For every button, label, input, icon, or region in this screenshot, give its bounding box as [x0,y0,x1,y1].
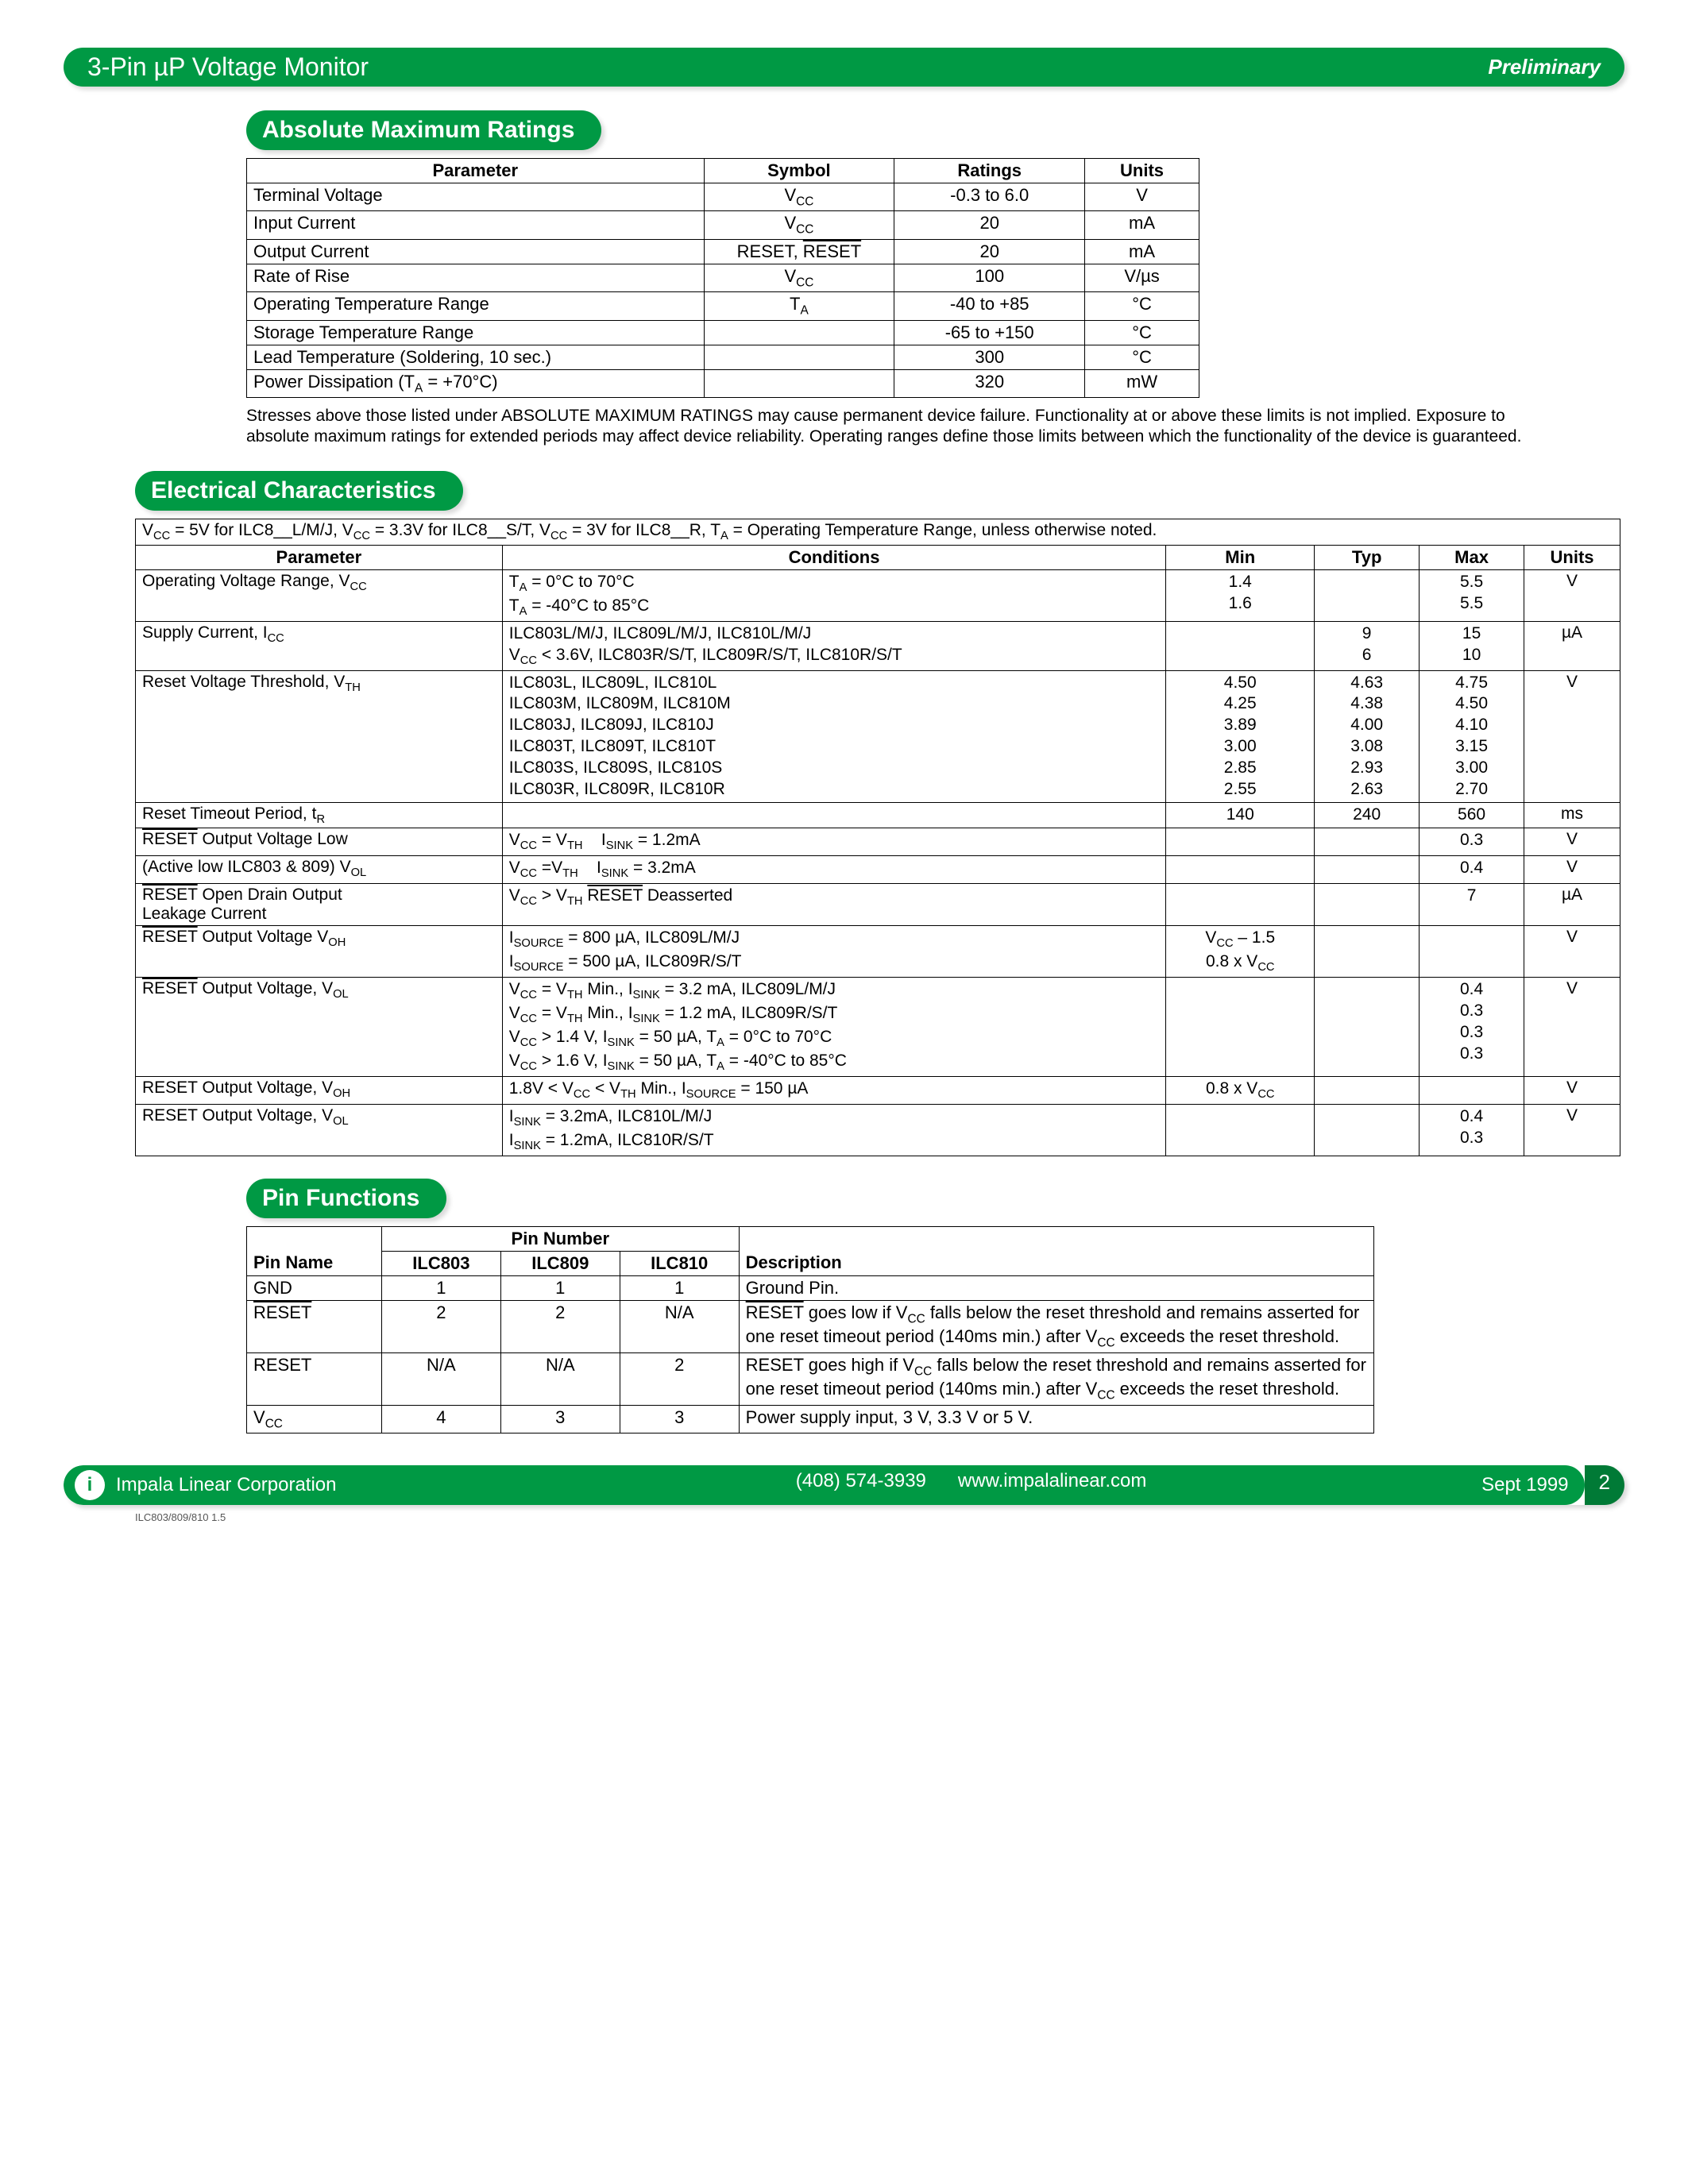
footer-company-block: i Impala Linear Corporation [64,1465,477,1505]
elec-col-header: Conditions [502,545,1166,569]
pinfn-col-header: ILC810 [620,1251,739,1275]
table-row: RESET Output Voltage, VOLVCC = VTH Min.,… [136,977,1620,1076]
page-footer: i Impala Linear Corporation (408) 574-39… [64,1465,1624,1505]
table-row: Lead Temperature (Soldering, 10 sec.)300… [247,345,1199,369]
footer-company: Impala Linear Corporation [116,1474,337,1496]
footer-contact: (408) 574-3939 www.impalalinear.com [477,1465,1466,1505]
pinfn-table: Pin Number Pin NameILC803ILC809ILC810Des… [246,1226,1374,1433]
table-row: Output CurrentRESET, RESET20mA [247,239,1199,264]
table-row: Supply Current, ICCILC803L/M/J, ILC809L/… [136,621,1620,670]
table-row: RESETN/AN/A2RESET goes high if VCC falls… [247,1352,1374,1405]
table-row: (Active low ILC803 & 809) VOLVCC =VTH IS… [136,855,1620,883]
footer-phone: (408) 574-3939 [796,1470,926,1491]
table-row: RESET Output Voltage LowVCC = VTH ISINK … [136,828,1620,855]
table-row: RESET Output Voltage, VOLISINK = 3.2mA, … [136,1104,1620,1156]
pinfn-col-header: ILC803 [381,1251,500,1275]
footer-date: Sept 1999 [1481,1474,1568,1496]
footer-right: Sept 1999 [1466,1465,1584,1505]
elec-col-header: Units [1524,545,1620,569]
amr-col-header: Ratings [894,159,1085,183]
footer-url: www.impalalinear.com [958,1470,1146,1491]
elec-col-header: Parameter [136,545,503,569]
table-row: VCC433Power supply input, 3 V, 3.3 V or … [247,1405,1374,1433]
elec-col-header: Max [1420,545,1524,569]
amr-col-header: Symbol [704,159,894,183]
table-row: Storage Temperature Range-65 to +150°C [247,320,1199,345]
table-row: RESET Output Voltage, VOH1.8V < VCC < VT… [136,1076,1620,1104]
pinfn-col-header: Pin Name [247,1251,382,1275]
page-title: 3-Pin µP Voltage Monitor [87,52,369,82]
pinfn-col-header: ILC809 [500,1251,620,1275]
pinfn-col-header: Description [739,1251,1373,1275]
table-row: Terminal VoltageVCC-0.3 to 6.0V [247,183,1199,211]
section-heading-pinfn: Pin Functions [246,1179,446,1218]
section-heading-amr: Absolute Maximum Ratings [246,110,601,150]
elec-col-header: Min [1166,545,1315,569]
pinfn-header-top: Pin Number [381,1226,739,1251]
section-heading-elec: Electrical Characteristics [135,471,463,511]
table-row: RESET Output Voltage VOHISOURCE = 800 µA… [136,925,1620,977]
page-number: 2 [1585,1465,1624,1505]
table-row: Reset Timeout Period, tR 140240560ms [136,802,1620,828]
table-row: RESET Open Drain OutputLeakage CurrentVC… [136,883,1620,925]
elec-col-header: Typ [1315,545,1420,569]
status-badge: Preliminary [1488,55,1601,79]
table-row: Operating Voltage Range, VCCTA = 0°C to … [136,569,1620,621]
elec-condition-note: VCC = 5V for ILC8__L/M/J, VCC = 3.3V for… [136,519,1620,545]
table-row: RESET22N/ARESET goes low if VCC falls be… [247,1300,1374,1352]
table-row: Rate of RiseVCC100V/µs [247,264,1199,291]
doc-ref: ILC803/809/810 1.5 [135,1511,1624,1523]
table-row: GND111Ground Pin. [247,1275,1374,1300]
amr-note: Stresses above those listed under ABSOLU… [246,406,1549,448]
page-header: 3-Pin µP Voltage Monitor Preliminary [64,48,1624,87]
amr-table: ParameterSymbolRatingsUnits Terminal Vol… [246,158,1199,398]
table-row: Input CurrentVCC20mA [247,211,1199,239]
logo-icon: i [75,1470,105,1500]
amr-col-header: Units [1085,159,1199,183]
table-row: Power Dissipation (TA = +70°C)320mW [247,369,1199,397]
amr-col-header: Parameter [247,159,705,183]
elec-table: VCC = 5V for ILC8__L/M/J, VCC = 3.3V for… [135,519,1620,1156]
table-row: Operating Temperature RangeTA-40 to +85°… [247,292,1199,320]
table-row: Reset Voltage Threshold, VTHILC803L, ILC… [136,670,1620,802]
